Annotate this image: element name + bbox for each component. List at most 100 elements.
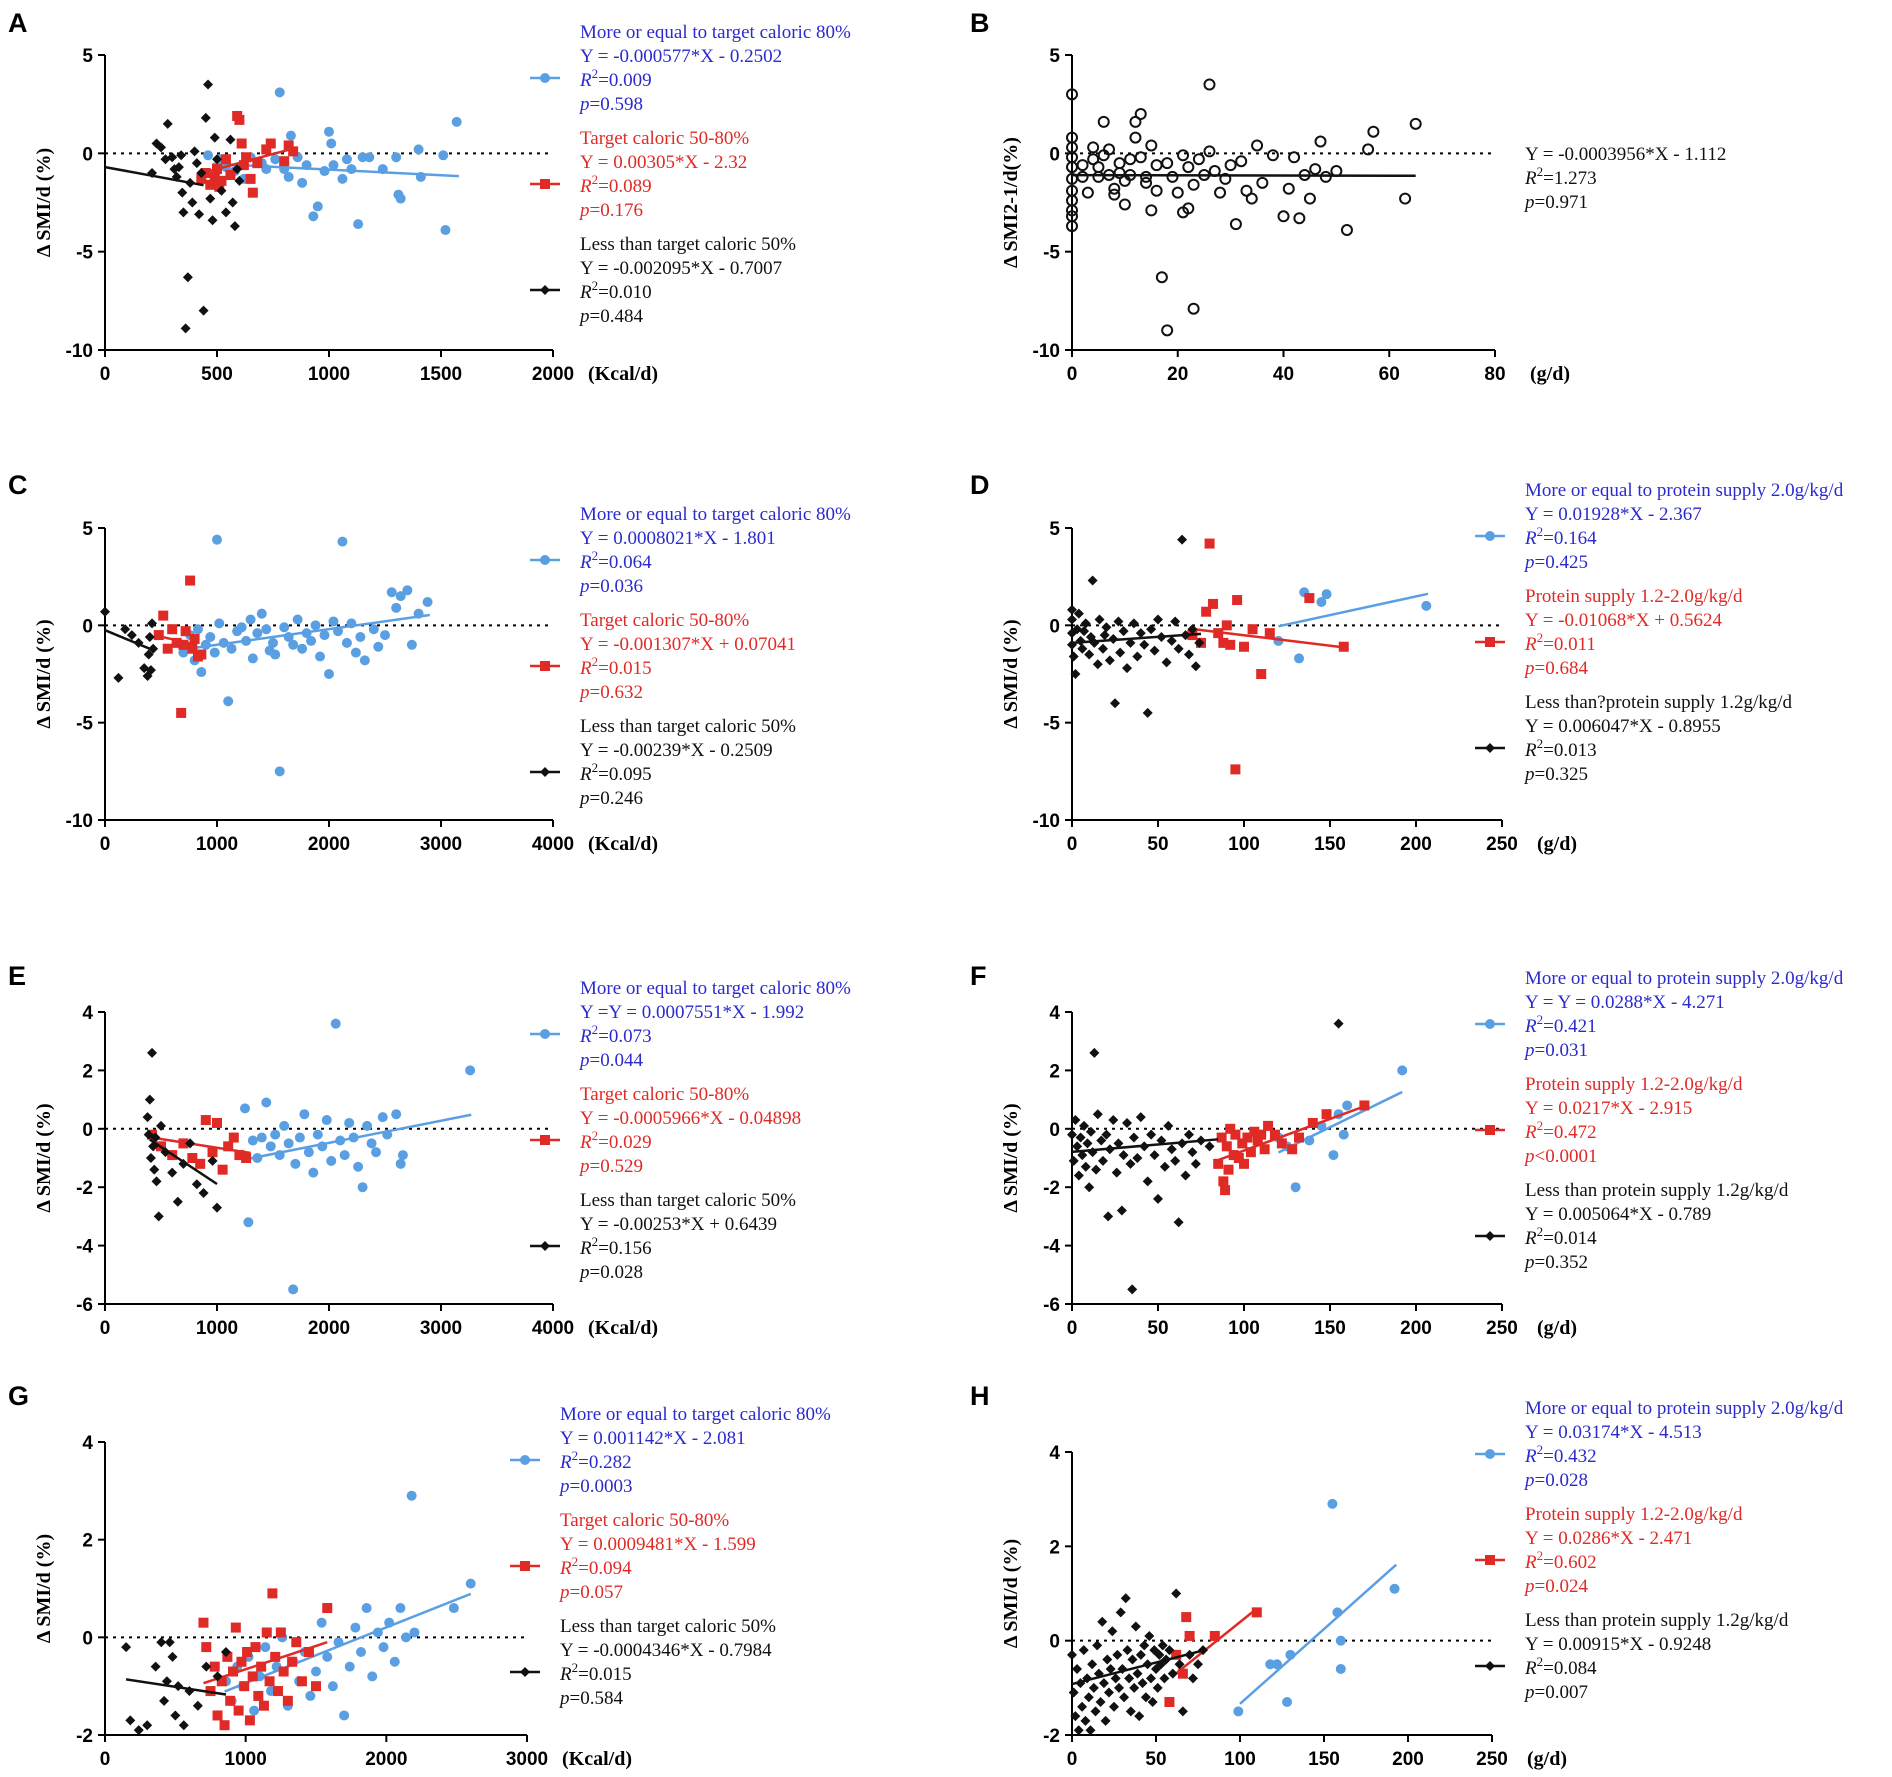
data-point (1145, 139, 1158, 152)
r-symbol: R (579, 1238, 592, 1259)
data-point (1067, 604, 1077, 615)
data-point (167, 624, 178, 635)
data-point (233, 1705, 244, 1716)
data-point (1170, 616, 1181, 627)
data-point (1145, 204, 1158, 217)
y-tick-label: 5 (82, 46, 93, 67)
data-point (355, 632, 366, 643)
data-point (344, 1661, 355, 1672)
data-point (217, 1164, 228, 1175)
data-point (1174, 1659, 1185, 1670)
data-point (1108, 182, 1121, 195)
legend-key-marker (520, 1667, 530, 1677)
data-point (1256, 176, 1269, 189)
legend-r2: R2=0.432 (1524, 1442, 1597, 1467)
data-point (1187, 178, 1200, 191)
data-point (220, 1646, 231, 1657)
data-point (180, 626, 191, 637)
regression-line (149, 1138, 218, 1186)
data-point (1068, 1687, 1079, 1698)
series-3 (104, 79, 245, 334)
data-point (1221, 1141, 1232, 1152)
data-point (1079, 1120, 1090, 1131)
r-symbol: R (1524, 528, 1537, 549)
data-point (1224, 159, 1237, 172)
data-point (1073, 1725, 1084, 1736)
data-point (242, 1646, 253, 1657)
data-point (113, 672, 124, 683)
legend-r2: R2=0.095 (579, 760, 652, 785)
data-point (261, 1627, 272, 1638)
x-tick-label: 2000 (308, 1318, 350, 1339)
legend-p: p=0.246 (578, 788, 643, 809)
p-symbol: p (1523, 1470, 1535, 1491)
data-point (1239, 1158, 1249, 1169)
data-point (256, 1661, 267, 1672)
data-point (1221, 620, 1232, 631)
data-point (1177, 1668, 1188, 1679)
data-point (321, 1115, 332, 1126)
data-point (1146, 1129, 1157, 1140)
data-point (170, 1710, 181, 1721)
data-point (1113, 616, 1124, 627)
data-point (283, 171, 294, 182)
data-point (252, 628, 263, 639)
data-point (147, 618, 158, 629)
data-point (288, 639, 299, 650)
data-point (1081, 186, 1094, 199)
data-point (156, 142, 166, 153)
data-point (203, 79, 214, 90)
data-point (1067, 639, 1077, 650)
panel-letter: G (8, 1381, 29, 1411)
data-point (361, 1603, 372, 1614)
data-point (247, 1135, 258, 1146)
data-point (274, 87, 285, 98)
p-symbol: p (1523, 658, 1535, 679)
x-axis-label: (g/d) (1537, 1317, 1577, 1339)
data-point (144, 632, 155, 643)
data-point (1327, 1498, 1338, 1509)
data-point (265, 1141, 276, 1152)
series-2 (1187, 538, 1349, 775)
data-point (1235, 155, 1248, 168)
data-point (1108, 1115, 1119, 1126)
data-point (310, 620, 321, 631)
data-point (397, 1150, 408, 1161)
y-tick-label: 0 (82, 1120, 93, 1141)
data-point (125, 1715, 136, 1726)
data-point (1113, 1138, 1124, 1149)
legend-key-marker (540, 179, 550, 189)
data-point (282, 1695, 293, 1706)
data-point (1072, 1663, 1083, 1674)
data-point (367, 1671, 378, 1682)
legend-key-marker (1485, 1449, 1495, 1459)
data-point (1153, 1193, 1163, 1204)
legend-r2: R2=0.029 (579, 1128, 652, 1153)
r-squared-superscript: 2 (1537, 736, 1544, 751)
x-tick-label: 0 (1067, 364, 1078, 385)
data-point (1173, 643, 1184, 654)
data-point (159, 1695, 170, 1706)
data-point (1097, 115, 1110, 128)
x-tick-label: 4000 (532, 1318, 574, 1339)
data-point (216, 1676, 227, 1687)
data-point (220, 154, 231, 165)
p-value: =0.057 (570, 1582, 623, 1603)
data-point (268, 637, 278, 648)
data-point (1173, 1217, 1184, 1228)
data-point (1303, 192, 1316, 205)
data-point (212, 1117, 222, 1128)
legend-key-marker (1485, 1231, 1495, 1241)
data-point (1183, 649, 1194, 660)
legend-p: p<0.0001 (1523, 1146, 1597, 1167)
data-point (287, 1656, 298, 1667)
data-point (1101, 1129, 1112, 1140)
data-point (1140, 1692, 1151, 1703)
data-point (1122, 1645, 1133, 1656)
data-point (187, 1153, 198, 1163)
r-squared-superscript: 2 (592, 548, 599, 563)
legend-name: More or equal to target caloric 80% (580, 22, 851, 43)
legend-equation: Y = 0.03174*X - 4.513 (1525, 1422, 1702, 1443)
series-2 (1164, 1607, 1262, 1707)
data-point (192, 624, 203, 635)
